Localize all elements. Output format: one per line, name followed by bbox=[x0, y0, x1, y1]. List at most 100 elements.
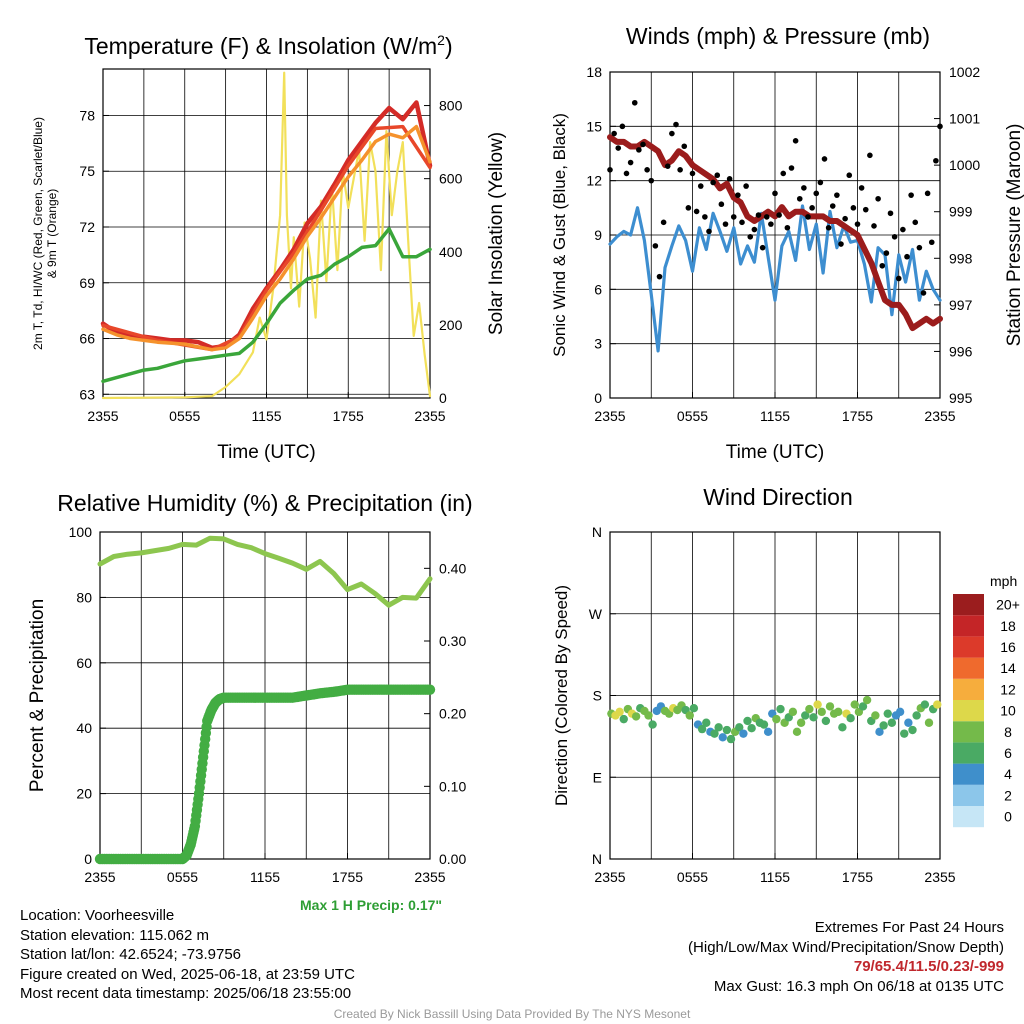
direction-point bbox=[883, 709, 892, 718]
direction-point bbox=[759, 720, 769, 729]
x-axis-label: Time (UTC) bbox=[217, 442, 316, 463]
colorbar-swatch bbox=[953, 742, 984, 764]
station-location: Location: Voorheesville bbox=[20, 907, 175, 924]
temperature-panel: 2355 0555 1155 1755 2355 63 66 69 72 75 78 0 200 400 6… bbox=[31, 32, 507, 463]
y2-tick-label: 995 bbox=[949, 390, 973, 406]
panel-title: Relative Humidity (%) & Precipitation (i… bbox=[57, 490, 472, 516]
colorbar-swatch bbox=[953, 636, 984, 658]
direction-point bbox=[801, 711, 810, 720]
gust-point bbox=[673, 121, 679, 128]
gust-point bbox=[801, 185, 807, 191]
direction-point bbox=[821, 716, 831, 726]
y-tick-label: 72 bbox=[79, 219, 95, 235]
colorbar-label: 10 bbox=[1000, 703, 1016, 719]
direction-point bbox=[895, 707, 905, 717]
x-tick-label: 0555 bbox=[677, 408, 708, 424]
direction-point bbox=[631, 712, 641, 721]
direction-point bbox=[900, 729, 909, 738]
gust-point bbox=[825, 224, 832, 231]
gust-point bbox=[759, 244, 766, 251]
title-end: ) bbox=[445, 33, 453, 59]
gust-point bbox=[780, 170, 787, 177]
colorbar-label: 20+ bbox=[996, 597, 1020, 613]
gust-point bbox=[669, 130, 675, 137]
y-tick-label: 80 bbox=[76, 589, 92, 605]
y2-axis-label: Solar Insolation (Yellow) bbox=[486, 132, 507, 335]
colorbar-label: 6 bbox=[1004, 745, 1012, 761]
gust-point bbox=[739, 219, 745, 226]
direction-point bbox=[920, 700, 930, 709]
gust-point bbox=[660, 219, 667, 226]
colorbar-swatch bbox=[953, 721, 984, 743]
direction-point bbox=[908, 725, 917, 735]
colorbar-label: 14 bbox=[1000, 660, 1016, 676]
direction-point bbox=[743, 716, 752, 726]
y2-tick-label: 997 bbox=[949, 297, 973, 313]
direction-point bbox=[817, 707, 826, 717]
direction-point bbox=[792, 727, 802, 737]
gust-point bbox=[652, 243, 659, 249]
colorbar-title: mph bbox=[990, 573, 1017, 589]
direction-point bbox=[862, 695, 872, 705]
gust-point bbox=[862, 206, 869, 213]
panel-title: Winds (mph) & Pressure (mb) bbox=[626, 23, 930, 49]
gust-point bbox=[640, 141, 646, 148]
y-tick-label: 0 bbox=[594, 390, 602, 406]
y-axis-label-line1: 2m T, Td, HI/WC (Red, Green, Scarlet/Blu… bbox=[31, 117, 45, 350]
y2-tick-label: 600 bbox=[439, 171, 463, 187]
gust-point bbox=[829, 203, 836, 209]
gust-point bbox=[768, 221, 774, 227]
gust-point bbox=[627, 159, 634, 166]
winds-panel: 2355 0555 1155 1755 2355 0 3 6 9 12 15 18 995 996 997 9… bbox=[550, 23, 1024, 463]
direction-point bbox=[850, 700, 859, 709]
y-axis-label: Percent & Precipitation bbox=[27, 599, 48, 792]
direction-point bbox=[871, 711, 880, 720]
colorbar-label: 4 bbox=[1004, 766, 1012, 782]
gust-point bbox=[751, 226, 758, 233]
y-axis-label: Sonic Wind & Gust (Blue, Black) bbox=[550, 113, 569, 357]
colorbar-label: 18 bbox=[1000, 618, 1016, 634]
x-tick-label: 1155 bbox=[760, 408, 790, 424]
direction-point bbox=[776, 704, 785, 714]
gust-point bbox=[809, 205, 815, 211]
y-tick-label: 40 bbox=[76, 720, 92, 736]
direction-point bbox=[714, 723, 723, 732]
direction-point bbox=[763, 727, 773, 737]
y2-tick-label: 0.00 bbox=[439, 851, 466, 867]
x-tick-label: 2355 bbox=[414, 408, 445, 424]
y-tick-label: N bbox=[592, 851, 602, 867]
precip-point bbox=[424, 684, 436, 695]
gust-point bbox=[916, 244, 923, 251]
y-tick-label: 78 bbox=[79, 107, 95, 123]
gust-point bbox=[702, 214, 708, 220]
gust-point bbox=[875, 195, 881, 202]
temp-9m-line bbox=[101, 124, 432, 352]
direction-point bbox=[879, 721, 888, 730]
humidity-panel: 2355 0555 1155 1755 2355 0 20 40 60 80 100 0.00 0.10… bbox=[27, 490, 473, 885]
colorbar-label: 0 bbox=[1004, 809, 1012, 825]
colorbar-swatch bbox=[953, 700, 984, 722]
panel-title: Temperature (F) & Insolation (W/m2) bbox=[84, 32, 452, 59]
x-tick-label: 0555 bbox=[677, 869, 708, 885]
title-superscript: 2 bbox=[437, 32, 445, 48]
gust-point bbox=[887, 210, 894, 217]
y-tick-label: 6 bbox=[594, 281, 602, 297]
colorbar-label: 16 bbox=[1000, 639, 1016, 655]
colorbar-swatch bbox=[953, 763, 984, 785]
gust-point bbox=[607, 167, 613, 173]
y-tick-label: 69 bbox=[79, 275, 95, 291]
x-tick-label: 2355 bbox=[594, 869, 625, 885]
gust-point bbox=[904, 253, 910, 260]
direction-point bbox=[805, 704, 814, 714]
y2-tick-label: 800 bbox=[439, 98, 463, 114]
direction-point bbox=[887, 718, 897, 727]
gust-point bbox=[693, 208, 700, 215]
dewpoint-line bbox=[101, 227, 432, 384]
direction-point bbox=[772, 714, 781, 724]
station-latlon: Station lat/lon: 42.6524; -73.9756 bbox=[20, 946, 242, 964]
humidity-line bbox=[97, 535, 433, 608]
y-tick-label: W bbox=[589, 606, 603, 622]
gust-point bbox=[912, 219, 919, 226]
gust-point bbox=[681, 143, 688, 150]
